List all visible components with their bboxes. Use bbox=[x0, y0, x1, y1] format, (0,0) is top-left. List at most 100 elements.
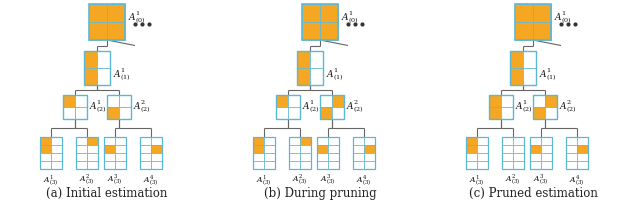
Bar bbox=[75, 108, 87, 119]
Bar bbox=[300, 137, 311, 145]
Bar bbox=[477, 145, 488, 153]
Bar bbox=[577, 137, 588, 145]
Bar bbox=[523, 52, 536, 69]
Text: $A^1_{(3)}$: $A^1_{(3)}$ bbox=[44, 172, 59, 186]
Bar bbox=[523, 69, 536, 86]
Bar bbox=[84, 52, 97, 69]
Bar bbox=[140, 137, 151, 145]
Text: $A^1_{(1)}$: $A^1_{(1)}$ bbox=[113, 66, 131, 82]
Bar bbox=[253, 145, 264, 153]
Bar bbox=[107, 95, 119, 108]
Bar bbox=[87, 145, 98, 153]
Bar bbox=[533, 5, 551, 23]
Bar bbox=[264, 137, 275, 145]
Bar bbox=[51, 153, 62, 161]
Bar bbox=[577, 153, 588, 161]
Text: $A^1_{(2)}$: $A^1_{(2)}$ bbox=[515, 97, 532, 113]
Bar bbox=[317, 137, 339, 169]
Bar bbox=[104, 161, 115, 169]
Text: $A^2_{(3)}$: $A^2_{(3)}$ bbox=[292, 172, 308, 186]
Bar bbox=[302, 5, 320, 23]
Bar bbox=[289, 145, 300, 153]
Bar bbox=[76, 161, 87, 169]
Bar bbox=[353, 153, 364, 161]
Bar bbox=[566, 137, 577, 145]
Bar bbox=[541, 153, 552, 161]
Bar bbox=[288, 95, 300, 108]
Bar bbox=[89, 5, 125, 41]
Bar bbox=[566, 153, 577, 161]
Bar bbox=[320, 5, 338, 23]
Bar bbox=[297, 52, 323, 86]
Bar bbox=[328, 137, 339, 145]
Bar bbox=[115, 145, 126, 153]
Bar bbox=[63, 95, 87, 119]
Bar bbox=[502, 161, 513, 169]
Bar bbox=[51, 137, 62, 145]
Bar bbox=[302, 5, 338, 41]
Bar bbox=[89, 5, 107, 23]
Bar bbox=[317, 153, 328, 161]
Bar bbox=[513, 137, 524, 145]
Bar bbox=[107, 5, 125, 23]
Bar bbox=[320, 108, 332, 119]
Bar bbox=[104, 153, 115, 161]
Bar bbox=[63, 95, 75, 108]
Text: $A^3_{(3)}$: $A^3_{(3)}$ bbox=[533, 172, 548, 186]
Bar bbox=[364, 137, 375, 145]
Bar bbox=[533, 95, 545, 108]
Bar bbox=[63, 108, 75, 119]
Bar bbox=[76, 137, 87, 145]
Text: $A^1_{(1)}$: $A^1_{(1)}$ bbox=[539, 66, 557, 82]
Bar bbox=[530, 137, 552, 169]
Bar bbox=[489, 95, 513, 119]
Bar bbox=[97, 52, 110, 69]
Bar bbox=[502, 145, 513, 153]
Bar bbox=[364, 145, 375, 153]
Bar bbox=[502, 137, 524, 169]
Text: $A^1_{(3)}$: $A^1_{(3)}$ bbox=[257, 172, 271, 186]
Bar bbox=[466, 137, 477, 145]
Bar bbox=[253, 137, 275, 169]
Bar bbox=[577, 161, 588, 169]
Bar bbox=[40, 153, 51, 161]
Bar bbox=[530, 161, 541, 169]
Bar bbox=[533, 95, 557, 119]
Bar bbox=[289, 153, 300, 161]
Bar bbox=[510, 52, 523, 69]
Bar bbox=[364, 153, 375, 161]
Bar bbox=[107, 95, 131, 119]
Bar bbox=[501, 95, 513, 108]
Bar bbox=[466, 137, 488, 169]
Bar bbox=[289, 137, 300, 145]
Bar bbox=[541, 137, 552, 145]
Bar bbox=[300, 161, 311, 169]
Bar bbox=[107, 108, 119, 119]
Text: $A^1_{(2)}$: $A^1_{(2)}$ bbox=[302, 97, 320, 113]
Bar bbox=[151, 137, 162, 145]
Bar bbox=[489, 108, 501, 119]
Text: $A^2_{(2)}$: $A^2_{(2)}$ bbox=[133, 97, 150, 113]
Bar bbox=[253, 153, 264, 161]
Bar bbox=[502, 137, 513, 145]
Bar bbox=[253, 137, 264, 145]
Bar bbox=[75, 95, 87, 108]
Bar bbox=[104, 145, 115, 153]
Text: $A^3_{(3)}$: $A^3_{(3)}$ bbox=[108, 172, 123, 186]
Bar bbox=[533, 108, 545, 119]
Bar bbox=[288, 108, 300, 119]
Text: (a) Initial estimation: (a) Initial estimation bbox=[46, 186, 168, 199]
Text: $A^2_{(3)}$: $A^2_{(3)}$ bbox=[79, 172, 95, 186]
Bar bbox=[289, 161, 300, 169]
Bar bbox=[76, 153, 87, 161]
Bar bbox=[489, 95, 501, 108]
Bar bbox=[515, 5, 551, 41]
Bar bbox=[87, 137, 98, 145]
Bar bbox=[320, 23, 338, 41]
Bar bbox=[510, 69, 523, 86]
Text: $A^2_{(2)}$: $A^2_{(2)}$ bbox=[346, 97, 364, 113]
Text: $A^1_{(0)}$: $A^1_{(0)}$ bbox=[554, 9, 572, 25]
Bar bbox=[541, 161, 552, 169]
Bar bbox=[317, 137, 328, 145]
Bar bbox=[264, 145, 275, 153]
